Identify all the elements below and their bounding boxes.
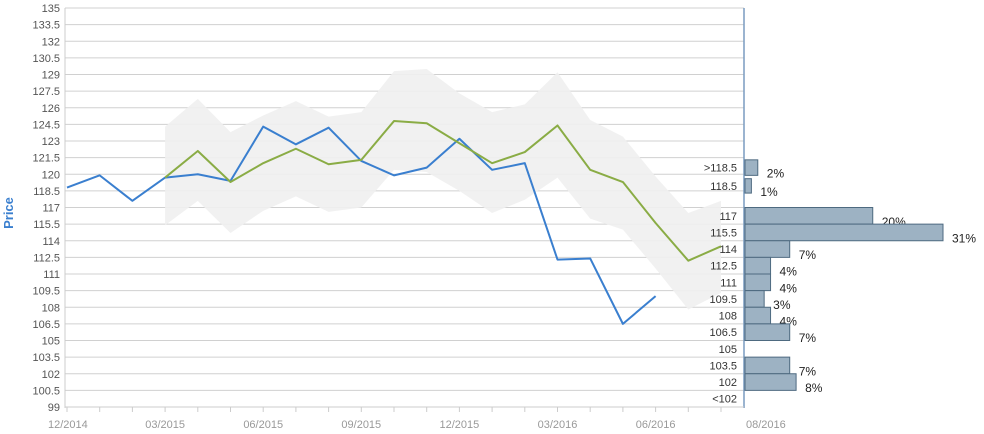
y-tick-label: 102: [42, 369, 60, 381]
distribution-bar-label: 4%: [780, 265, 798, 279]
y-tick-label: 99: [48, 402, 60, 414]
distribution-bar: [744, 240, 791, 258]
distribution-bin-label: 112.5: [710, 261, 737, 273]
y-tick-label: 132: [42, 36, 60, 48]
x-tick-label: 12/2014: [48, 419, 88, 431]
distribution-bin-label: 106.5: [709, 327, 737, 339]
distribution-bar-label: 7%: [799, 248, 817, 262]
y-tick-label: 118.5: [33, 186, 60, 198]
y-tick-label: 103.5: [32, 352, 60, 364]
distribution-bar-label: 7%: [799, 331, 817, 345]
x-axis-ticks: 12/2014 03/2015 06/2015 09/2015 12/2015 03/20…: [48, 419, 786, 431]
y-tick-label: 121.5: [32, 153, 60, 165]
y-tick-label: 115.5: [33, 219, 60, 231]
y-tick-label: 129: [42, 70, 60, 82]
distribution-bar: [744, 290, 765, 308]
y-tick-label: 123: [42, 136, 60, 148]
y-tick-label: 117: [42, 203, 60, 215]
distribution-bar-label: 2%: [767, 167, 785, 181]
x-tick-label: 03/2016: [538, 419, 578, 431]
target-range-area: [165, 68, 722, 310]
y-tick-label: 127.5: [32, 86, 60, 98]
distribution-bar: [744, 356, 791, 375]
y-tick-label: 114: [42, 236, 60, 248]
distribution-bar-label: 8%: [805, 381, 823, 395]
x-tick-label: 12/2015: [440, 419, 480, 431]
distribution-bar: [744, 159, 759, 176]
y-tick-label: 108: [42, 302, 60, 314]
y-tick-label: 135: [42, 3, 60, 15]
axes: [64, 8, 745, 412]
distribution-bin-label: 105: [719, 344, 737, 356]
distribution-bar: [744, 178, 752, 194]
distribution-bin-label: 117: [719, 211, 737, 223]
y-tick-label: 133.5: [32, 20, 60, 32]
y-tick-label: 124.5: [32, 119, 60, 131]
y-tick-label: 100.5: [32, 385, 60, 397]
y-tick-label: 130.5: [32, 53, 60, 65]
x-tick-label: 09/2015: [341, 419, 381, 431]
distribution-bar-label: 1%: [760, 185, 778, 199]
distribution-bin-label: 103.5: [709, 360, 737, 372]
distribution-bar: [744, 223, 944, 242]
distribution-bin-label: <102: [712, 394, 737, 406]
distribution-bin-label: 108: [719, 311, 737, 323]
y-tick-label: 106.5: [32, 319, 60, 331]
y-tick-label: 112.5: [33, 252, 60, 264]
x-tick-label: 08/2016: [746, 419, 786, 431]
distribution-bar: [744, 323, 791, 341]
distribution-bar-label: 31%: [952, 231, 976, 245]
distribution-bin-label: >118.5: [704, 163, 737, 175]
y-axis-title: Price: [1, 197, 16, 229]
distribution-histogram: >118.5 2%118.5 1%117 20%115.5 31%114 7%112.5 4…: [704, 159, 976, 406]
distribution-bin-label: 115.5: [710, 227, 737, 239]
series-lines: [66, 120, 722, 325]
target-range-band: [165, 68, 722, 310]
distribution-bar: [744, 207, 874, 225]
x-tick-label: 06/2016: [636, 419, 676, 431]
y-tick-label: 111: [43, 269, 60, 281]
y-tick-label: 109.5: [32, 286, 60, 298]
distribution-bin-label: 109.5: [709, 294, 737, 306]
distribution-bin-label: 114: [719, 244, 737, 256]
distribution-bin-label: 102: [719, 377, 737, 389]
distribution-bar-label: 3%: [773, 298, 791, 312]
distribution-bar: [744, 306, 772, 325]
y-tick-label: 126: [42, 103, 60, 115]
distribution-bar-label: 4%: [780, 281, 798, 295]
distribution-bar: [744, 373, 797, 391]
x-tick-label: 06/2015: [243, 419, 283, 431]
distribution-bar: [744, 256, 772, 275]
x-tick-label: 03/2015: [145, 419, 185, 431]
distribution-bar-label: 7%: [799, 364, 817, 378]
distribution-bin-label: 111: [720, 277, 737, 289]
distribution-bar: [744, 273, 772, 292]
y-axis-ticks: 135 133.5 132 130.5 129 127.5 126 124.5 123 121.5…: [32, 3, 60, 414]
y-tick-label: 105: [42, 336, 60, 348]
target-line: [164, 120, 722, 262]
y-tick-label: 120: [42, 169, 60, 181]
distribution-bin-label: 118.5: [710, 181, 737, 193]
